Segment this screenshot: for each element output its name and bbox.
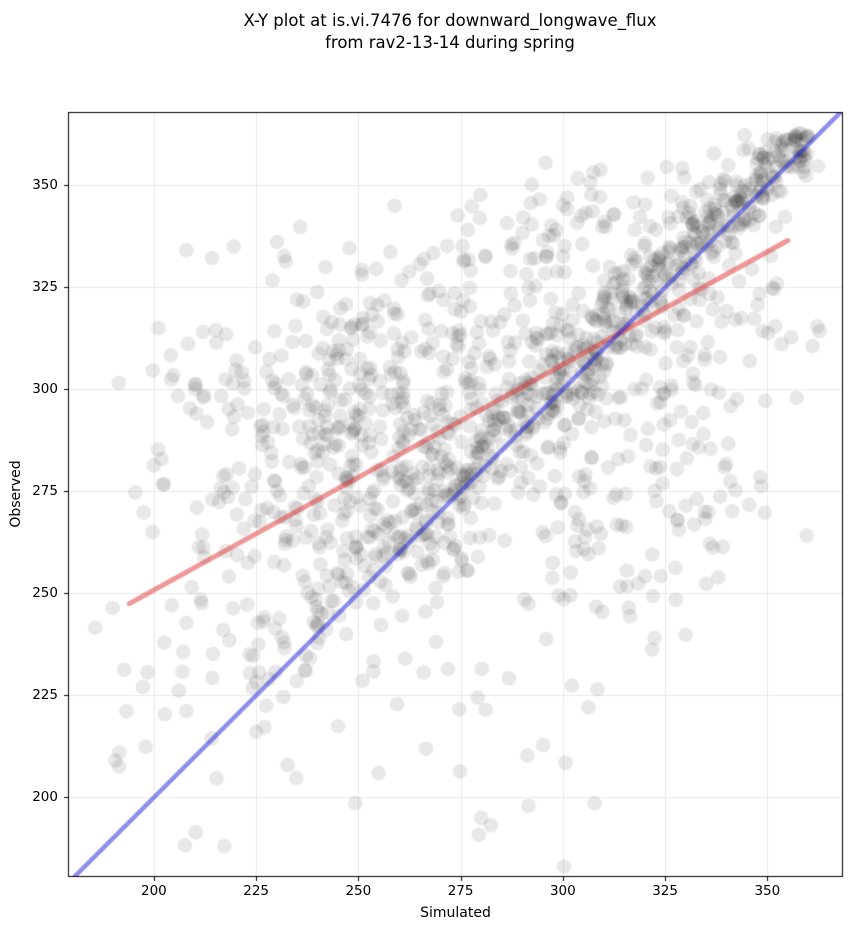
chart-title-line2: from rav2-13-14 during spring <box>325 33 575 52</box>
y-tick-label-350: 350 <box>32 177 58 194</box>
y-tick-label-200: 200 <box>32 789 58 806</box>
y-tick-label-250: 250 <box>32 585 58 602</box>
chart-title: X-Y plot at is.vi.7476 for downward_long… <box>50 10 850 54</box>
x-tick-label-275: 275 <box>447 883 474 899</box>
x-tick-label-300: 300 <box>549 883 576 899</box>
y-tick-label-275: 275 <box>32 483 58 500</box>
x-tick-label-250: 250 <box>345 883 372 899</box>
y-tick-label-325: 325 <box>32 279 58 296</box>
x-tick-label-325: 325 <box>652 883 678 899</box>
x-tick-label-225: 225 <box>243 883 270 899</box>
x-tick-label-200: 200 <box>140 883 167 899</box>
x-tick-label-350: 350 <box>754 883 781 899</box>
y-tick-label-225: 225 <box>32 687 58 704</box>
y-tick-label-300: 300 <box>32 381 58 398</box>
chart-title-line1: X-Y plot at is.vi.7476 for downward_long… <box>243 11 657 30</box>
x-axis-label: Simulated <box>420 905 491 921</box>
